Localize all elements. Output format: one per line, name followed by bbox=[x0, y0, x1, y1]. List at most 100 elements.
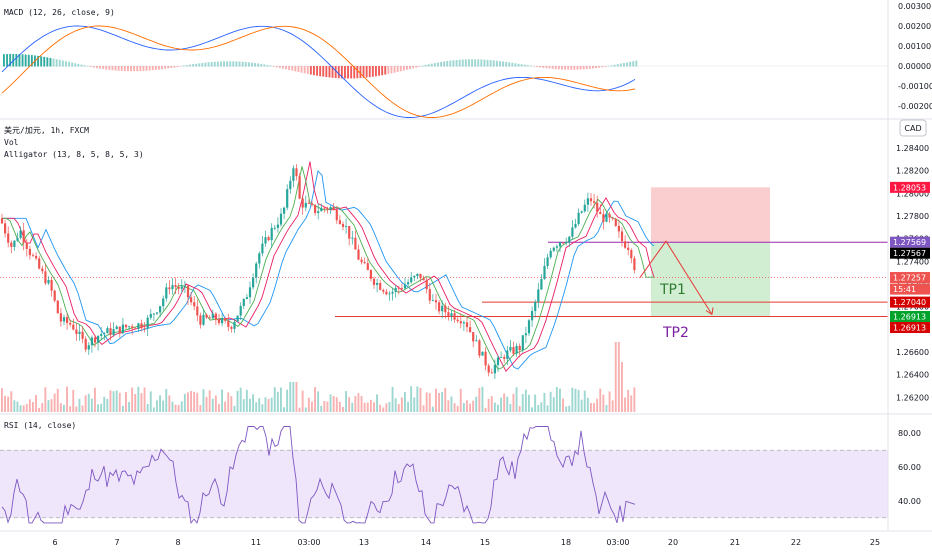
macd-histogram-bar bbox=[130, 66, 132, 72]
candle bbox=[149, 313, 152, 318]
macd-histogram-bar bbox=[244, 62, 247, 67]
macd-histogram-bar bbox=[564, 66, 566, 70]
candle bbox=[583, 204, 586, 212]
volume-bar bbox=[156, 400, 158, 412]
candle bbox=[314, 204, 317, 213]
macd-histogram-bar bbox=[616, 64, 619, 67]
candle bbox=[90, 337, 93, 346]
macd-histogram-bar bbox=[623, 62, 625, 67]
candle bbox=[593, 201, 596, 203]
volume-bar bbox=[574, 388, 577, 412]
macd-histogram-bar bbox=[427, 64, 430, 67]
macd-histogram-bar bbox=[619, 63, 622, 67]
time-tick-label: 22 bbox=[791, 538, 801, 547]
macd-histogram-bar bbox=[272, 66, 275, 67]
candle bbox=[292, 168, 295, 181]
candle bbox=[462, 322, 465, 324]
volume-bar bbox=[376, 394, 378, 412]
candle bbox=[264, 237, 267, 244]
candle bbox=[450, 313, 453, 317]
candle bbox=[614, 218, 617, 226]
macd-histogram-bar bbox=[570, 66, 573, 70]
volume-bar bbox=[590, 402, 592, 412]
volume-bar bbox=[608, 391, 611, 412]
time-axis[interactable]: 6 7 8 11 03:00 13 14 15 18 03:00 20 21 22 25 bbox=[52, 538, 880, 547]
macd-histogram-bar bbox=[440, 61, 442, 67]
candle bbox=[357, 249, 360, 260]
alligator-lips-line bbox=[2, 166, 654, 370]
candle bbox=[549, 250, 552, 258]
candle bbox=[224, 318, 227, 321]
volume-bar bbox=[360, 396, 363, 412]
candle bbox=[270, 227, 273, 241]
candle bbox=[320, 207, 323, 212]
candle bbox=[286, 189, 289, 208]
macd-histogram-bar bbox=[92, 66, 95, 68]
volume-bar bbox=[540, 402, 543, 412]
macd-histogram-bar bbox=[111, 66, 114, 71]
candle bbox=[472, 332, 475, 342]
volume-bar bbox=[497, 404, 499, 412]
volume-bar bbox=[342, 406, 344, 412]
time-tick-label: 03:00 bbox=[606, 538, 629, 547]
candle bbox=[382, 289, 385, 292]
volume-bar bbox=[311, 401, 313, 412]
candle bbox=[540, 278, 543, 290]
candle bbox=[69, 322, 72, 325]
candle bbox=[208, 317, 211, 319]
macd-histogram-bar bbox=[626, 62, 628, 67]
candle bbox=[199, 315, 202, 325]
volume-bar bbox=[385, 403, 388, 412]
price-tick-label: 1.26600 bbox=[896, 348, 929, 357]
macd-histogram-bar bbox=[247, 62, 250, 67]
macd-histogram-bar bbox=[424, 64, 427, 67]
macd-histogram-bar bbox=[232, 61, 235, 67]
volume-bar bbox=[506, 396, 509, 412]
volume-bar bbox=[199, 405, 202, 412]
candle bbox=[465, 322, 469, 328]
vol-label[interactable]: Vol bbox=[4, 138, 19, 147]
volume-bar bbox=[438, 393, 440, 412]
candle bbox=[152, 313, 155, 315]
macd-histogram-bar bbox=[313, 66, 315, 76]
macd-label[interactable]: MACD (12, 26, close, 9) bbox=[4, 8, 115, 17]
candle bbox=[137, 323, 140, 329]
volume-bar bbox=[565, 406, 568, 412]
alligator-label[interactable]: Alligator (13, 8, 5, 8, 5, 3) bbox=[4, 150, 144, 159]
macd-histogram-bar bbox=[334, 66, 337, 79]
volume-bar bbox=[462, 403, 465, 412]
price-axis[interactable]: 1.284001.282001.280001.278001.276001.274… bbox=[0, 0, 932, 532]
candle bbox=[531, 311, 534, 321]
macd-histogram-bar bbox=[502, 61, 504, 67]
macd-histogram-bar bbox=[499, 61, 501, 67]
volume-bar bbox=[304, 407, 307, 412]
candle bbox=[633, 258, 636, 271]
macd-histogram-bar bbox=[254, 63, 256, 67]
macd-histogram-bar bbox=[300, 66, 303, 73]
volume-bar bbox=[416, 386, 419, 412]
candle bbox=[410, 277, 413, 283]
candle bbox=[469, 327, 472, 333]
macd-histogram-bar bbox=[347, 66, 349, 79]
volume-bar bbox=[289, 382, 292, 412]
volume-bar bbox=[205, 396, 208, 412]
volume-bar bbox=[546, 405, 549, 412]
currency-badge: CAD bbox=[904, 124, 921, 133]
rsi-label[interactable]: RSI (14, close) bbox=[4, 421, 76, 430]
macd-histogram-bar bbox=[297, 66, 300, 73]
currency-badge-box[interactable] bbox=[899, 119, 927, 137]
macd-histogram-bar bbox=[592, 66, 594, 69]
price-pane[interactable] bbox=[0, 161, 888, 412]
macd-pane[interactable] bbox=[0, 25, 888, 118]
volume-bar bbox=[140, 393, 143, 412]
stop-loss-zone bbox=[651, 187, 770, 243]
candle bbox=[447, 312, 450, 317]
macd-histogram-bar bbox=[58, 59, 61, 67]
time-tick-label: 14 bbox=[421, 538, 431, 547]
macd-histogram-bar bbox=[89, 66, 92, 67]
rsi-pane[interactable] bbox=[0, 426, 888, 525]
candle bbox=[211, 313, 214, 319]
volume-bar bbox=[106, 398, 109, 412]
